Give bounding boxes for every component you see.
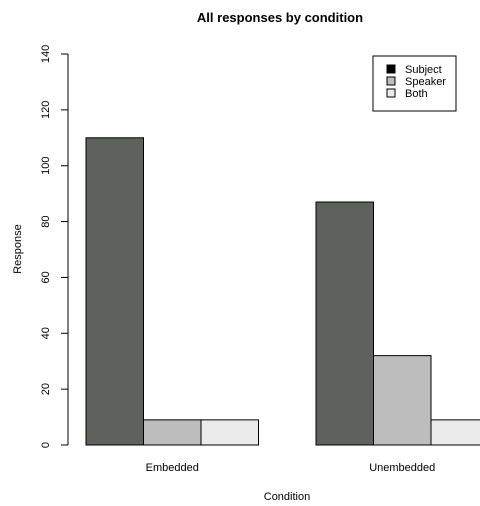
y-axis-label: Response	[12, 224, 24, 274]
legend-label-speaker: Speaker	[405, 76, 446, 88]
y-axis: 0 20 40 60 80 100 120 140	[40, 45, 69, 448]
chart-title: All responses by condition	[197, 10, 363, 25]
y-tick-label: 20	[40, 383, 52, 395]
y-ticks: 0 20 40 60 80 100 120 140	[40, 45, 68, 448]
legend-swatch-subject	[386, 64, 396, 74]
y-tick-label: 140	[40, 45, 52, 63]
bar-subject-embedded	[85, 137, 144, 446]
legend-label-both: Both	[405, 88, 428, 100]
legend-label-subject: Subject	[405, 64, 442, 76]
y-tick-label: 60	[40, 271, 52, 283]
x-tick-label: Unembedded	[369, 462, 435, 474]
bar-speaker-embedded	[143, 419, 202, 446]
bar-both-embedded	[200, 419, 259, 446]
y-tick-label: 0	[40, 442, 52, 448]
legend-swatch-speaker	[386, 76, 396, 86]
bars	[85, 137, 480, 446]
y-tick-label: 120	[40, 101, 52, 119]
y-tick-label: 100	[40, 157, 52, 175]
y-tick-label: 40	[40, 327, 52, 339]
bar-speaker-unembedded	[373, 355, 432, 446]
bar-subject-unembedded	[315, 201, 374, 446]
legend-swatch-both	[386, 88, 396, 98]
x-tick-labels: Embedded Unembedded	[146, 462, 436, 474]
bar-both-unembedded	[430, 419, 480, 446]
x-tick-label: Embedded	[146, 462, 199, 474]
y-tick-label: 80	[40, 215, 52, 227]
x-axis-label: Condition	[264, 491, 310, 503]
